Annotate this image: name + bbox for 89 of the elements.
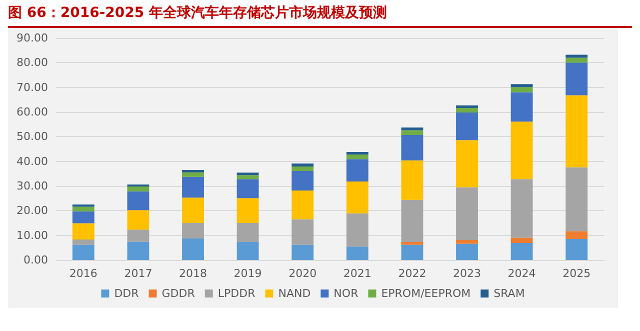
bar [292, 164, 314, 167]
bar [346, 246, 368, 260]
bar [236, 242, 259, 260]
bar [292, 166, 314, 171]
x-tick-label: 2017 [124, 267, 152, 280]
y-tick-label: 40.00 [16, 154, 48, 168]
x-tick-label: 2020 [288, 267, 317, 280]
bar [72, 211, 94, 224]
bar [236, 172, 259, 176]
bar [127, 186, 150, 192]
bar [510, 238, 533, 243]
bar [346, 154, 368, 160]
bar [510, 87, 533, 92]
bar [292, 170, 314, 190]
bar [127, 230, 150, 242]
x-tick-label: 2025 [562, 267, 591, 280]
bar [510, 179, 533, 238]
bar [72, 240, 94, 245]
bar [456, 112, 478, 140]
bar [401, 128, 424, 130]
bar [401, 200, 424, 242]
bar [401, 242, 424, 245]
legend-label: SRAM [494, 287, 525, 300]
bar [182, 198, 204, 223]
bar [346, 213, 368, 247]
bar [456, 140, 478, 188]
y-tick-label: 30.00 [16, 180, 48, 192]
x-tick-label: 2016 [69, 267, 98, 280]
legend-label: NAND [278, 287, 311, 300]
bar [510, 242, 533, 260]
x-tick-label: 2019 [234, 267, 262, 280]
x-tick-label: 2023 [453, 267, 481, 280]
bar [72, 244, 94, 260]
y-tick-label: 60.00 [16, 106, 48, 118]
bar [566, 62, 588, 96]
bar [127, 210, 150, 230]
x-tick-label: 2021 [343, 267, 372, 280]
bar [566, 95, 588, 168]
bar [510, 92, 533, 122]
bar [127, 191, 150, 210]
y-tick-label: 70.00 [16, 80, 48, 94]
bar [456, 105, 478, 108]
bar [236, 175, 259, 180]
y-tick-label: 20.00 [16, 204, 48, 218]
legend-label: LPDDR [218, 287, 256, 300]
bar [72, 206, 94, 212]
bar [566, 167, 588, 232]
legend-label: NOR [334, 287, 359, 300]
x-tick-label: 2024 [508, 267, 536, 280]
bar [346, 159, 368, 182]
bar [456, 240, 478, 244]
bar [182, 170, 204, 172]
bar [401, 134, 424, 160]
bar [72, 223, 94, 240]
bar [346, 182, 368, 214]
y-tick-label: 80.00 [16, 56, 48, 70]
bar [566, 231, 588, 240]
bar [236, 223, 259, 242]
bar [236, 198, 259, 223]
bar [182, 172, 204, 177]
legend-label: EPROM/EEPROM [381, 287, 471, 300]
x-tick-label: 2018 [179, 267, 207, 280]
bar [566, 239, 588, 260]
y-tick-label: 0.00 [24, 254, 48, 266]
bar [401, 160, 424, 200]
bar [182, 223, 204, 239]
bar [510, 122, 533, 180]
bar [292, 219, 314, 245]
chart-title: 图 66：2016-2025 年全球汽车年存储芯片市场规模及预测 [8, 2, 632, 28]
bar [292, 190, 314, 220]
legend-label: DDR [114, 287, 140, 300]
bar [292, 244, 314, 260]
bar [401, 130, 424, 135]
y-tick-label: 90.00 [16, 32, 48, 44]
x-tick-label: 2022 [398, 267, 426, 280]
bar [456, 244, 478, 260]
bar [566, 58, 588, 63]
bar [401, 244, 424, 260]
bar [456, 108, 478, 112]
bar [456, 187, 478, 240]
bar [127, 242, 150, 260]
bar [236, 179, 259, 198]
legend-label: GDDR [162, 287, 196, 300]
bar [182, 238, 204, 260]
y-tick-label: 50.00 [16, 130, 48, 144]
bar [346, 152, 368, 155]
bar [182, 176, 204, 198]
bar [510, 84, 533, 88]
y-tick-label: 10.00 [16, 228, 48, 242]
